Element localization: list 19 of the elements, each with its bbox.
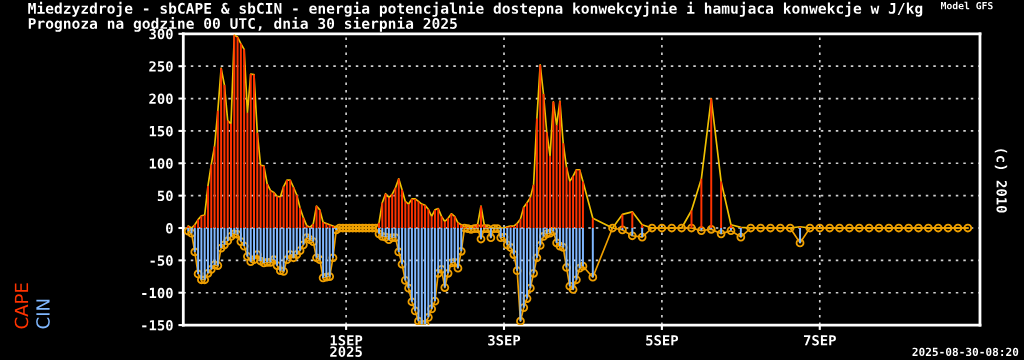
text: CAPE: [14, 283, 29, 329]
x-tick-label: 3SEP: [488, 335, 521, 346]
x-tick-label: 7SEP: [803, 335, 836, 346]
y-tick-label: 150: [149, 125, 173, 137]
x-tick-label: 5SEP: [646, 335, 679, 346]
text: (c) 2010: [994, 149, 1008, 213]
text: Model GFS: [941, 1, 993, 10]
text: CIN: [36, 299, 50, 329]
y-tick-label: 100: [149, 158, 173, 169]
y-tick-label: 50: [157, 190, 173, 202]
y-tick-label: -100: [142, 287, 173, 299]
x-tick-label: 1SEP 2025: [330, 335, 363, 357]
y-tick-label: 200: [149, 93, 173, 105]
y-tick-label: -150: [142, 320, 173, 331]
y-tick-label: 0: [166, 222, 173, 234]
y-tick-label: 250: [149, 61, 173, 72]
y-tick-label: -50: [150, 255, 173, 266]
chart-title: Miedzyzdroje - sbCAPE & sbCIN - energia potencjalnie dostepna konwekcyjnie i hamujaca konwekcje w J/kg: [28, 1, 923, 17]
text: 2025-08-30-08:20: [912, 347, 1019, 357]
